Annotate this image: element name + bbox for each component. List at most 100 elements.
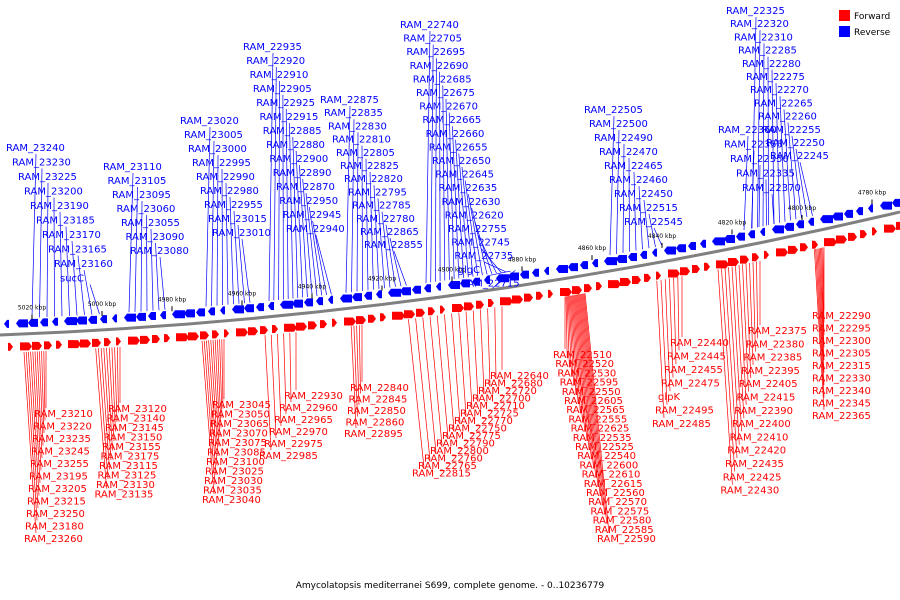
forward-gene-arrow (548, 289, 553, 298)
reverse-gene-arrow (820, 215, 833, 224)
reverse-gene-arrow (532, 268, 539, 277)
forward-gene-label: RAM_22625 (571, 424, 630, 435)
forward-gene-arrow (764, 250, 769, 259)
forward-gene-label: RAM_23195 (29, 472, 88, 483)
forward-leader-line (34, 351, 42, 471)
gene-labels: RAM_22325 RAM_22320 RAM_22310 RAM_22285 RAM_… (6, 6, 871, 545)
forward-gene-label: RAM_22365 (812, 411, 871, 422)
forward-gene-label: RAM_23120 (108, 404, 167, 415)
reverse-gene-label: RAM_22670 (419, 102, 478, 113)
forward-leader-line (583, 293, 608, 524)
forward-gene-arrow (836, 235, 847, 244)
forward-gene-arrow (728, 258, 739, 267)
reverse-gene-label: RAM_22280 (742, 59, 801, 70)
forward-gene-label: RAM_23085 (207, 448, 266, 459)
reverse-gene-label: RAM_22810 (332, 135, 391, 146)
forward-gene-label: glpK (658, 392, 680, 403)
forward-gene-arrow (776, 248, 788, 257)
forward-gene-arrow (608, 280, 621, 289)
reverse-gene-arrow (136, 312, 146, 321)
forward-gene-label: RAM_22445 (667, 352, 726, 363)
forward-gene-arrow (800, 243, 808, 252)
reverse-gene-label: RAM_22665 (422, 115, 481, 126)
forward-gene-arrow (152, 335, 160, 344)
reverse-gene-label: RAM_22645 (435, 170, 494, 181)
forward-gene-label: RAM_22580 (593, 516, 652, 527)
forward-leader-line (815, 249, 825, 398)
reverse-gene-arrow (616, 255, 627, 264)
forward-gene-label: RAM_22315 (812, 361, 871, 372)
label-leader-lines (23, 16, 825, 534)
reverse-leader-line (461, 166, 474, 277)
reverse-gene-arrow (772, 225, 784, 234)
reverse-gene-label: RAM_22945 (283, 210, 342, 221)
forward-gene-arrow (272, 324, 278, 333)
forward-gene-label: RAM_22400 (732, 419, 791, 430)
reverse-gene-arrow (568, 263, 578, 272)
reverse-leader-line (425, 30, 431, 283)
reverse-gene-arrow (544, 266, 549, 275)
forward-gene-label: RAM_22530 (557, 368, 616, 379)
reverse-gene-arrow (856, 207, 863, 216)
scale-tick-label: 5020 kbp (18, 305, 46, 312)
reverse-leader-line (128, 172, 134, 313)
reverse-gene-label: RAM_22820 (344, 174, 403, 185)
reverse-gene-label: RAM_22370 (742, 183, 801, 194)
forward-gene-label: RAM_22295 (812, 324, 871, 335)
forward-gene-arrow (692, 264, 700, 273)
reverse-gene-arrow (304, 298, 313, 307)
forward-leader-line (673, 277, 677, 365)
forward-leader-line (264, 335, 272, 451)
forward-leader-line (745, 263, 752, 379)
forward-leader-line (458, 312, 467, 416)
forward-gene-arrow (116, 337, 121, 346)
reverse-leader-line (795, 148, 808, 218)
forward-gene-arrow (284, 323, 297, 332)
forward-leader-line (820, 248, 825, 348)
forward-leader-line (206, 340, 217, 476)
forward-gene-arrow (8, 342, 13, 351)
reverse-leader-line (89, 284, 100, 315)
reverse-gene-label: RAM_22690 (410, 61, 469, 72)
reverse-gene-arrow (352, 293, 362, 302)
reverse-gene-arrow (712, 237, 725, 246)
reverse-gene-label: RAM_22785 (352, 201, 411, 212)
forward-leader-line (742, 264, 749, 392)
reverse-gene-label: RAM_22285 (738, 46, 797, 57)
reverse-leader-line (365, 158, 369, 291)
forward-gene-label: RAM_22340 (812, 386, 871, 397)
forward-leader-line (579, 294, 599, 488)
forward-gene-label: RAM_22455 (664, 365, 723, 376)
forward-leader-line (752, 262, 756, 352)
forward-leader-line (677, 276, 680, 351)
reverse-gene-label: RAM_22755 (448, 224, 507, 235)
forward-gene-label: RAM_22895 (344, 429, 403, 440)
forward-leader-line (569, 295, 577, 396)
forward-gene-label: RAM_22840 (350, 383, 409, 394)
forward-gene-label: RAM_23030 (204, 476, 263, 487)
reverse-leader-line (351, 119, 355, 293)
reverse-gene-arrow (112, 314, 117, 323)
reverse-gene-arrow (472, 277, 480, 286)
reverse-gene-arrow (424, 284, 431, 293)
forward-gene-label: RAM_22590 (597, 534, 656, 545)
reverse-leader-line (146, 214, 148, 312)
forward-leader-line (116, 347, 119, 413)
forward-leader-line (660, 280, 668, 405)
reverse-gene-arrow (124, 313, 136, 322)
forward-gene-label: RAM_22550 (562, 387, 621, 398)
forward-gene-arrow (536, 291, 543, 300)
scale-tick-label: 4860 kbp (578, 245, 606, 252)
forward-gene-label: RAM_22415 (737, 393, 796, 404)
reverse-gene-label: RAM_22265 (754, 98, 813, 109)
forward-gene-arrow (632, 275, 641, 284)
forward-leader-line (580, 293, 601, 497)
forward-gene-label: RAM_22425 (723, 472, 782, 483)
forward-leader-line (577, 294, 594, 469)
reverse-leader-line (757, 30, 761, 228)
reverse-gene-label: RAM_23020 (180, 116, 239, 127)
forward-leader-line (717, 269, 733, 485)
forward-gene-label: RAM_22640 (490, 371, 549, 382)
reverse-leader-line (216, 154, 219, 306)
forward-gene-arrow (860, 230, 867, 239)
